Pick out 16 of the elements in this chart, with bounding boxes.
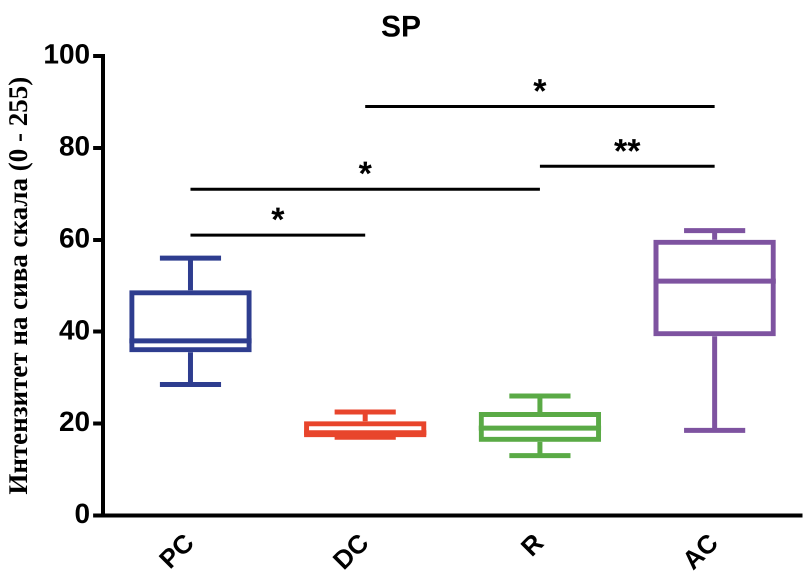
x-tick-label: DC bbox=[326, 527, 375, 576]
x-tick-label: R bbox=[514, 527, 550, 562]
annotation: * bbox=[358, 155, 373, 194]
chart-title: SP bbox=[380, 10, 422, 44]
y-tick-label: 100 bbox=[43, 38, 90, 70]
annotation: * bbox=[533, 72, 548, 111]
x-tick-label: PC bbox=[153, 527, 200, 574]
y-tick-label: 40 bbox=[58, 314, 90, 346]
y-tick-label: 0 bbox=[74, 498, 90, 530]
y-axis-title: Интензитет на сива скала (0 - 255) bbox=[3, 76, 34, 495]
y-tick-label: 80 bbox=[58, 130, 90, 162]
annotation: * bbox=[271, 201, 286, 240]
annotation: ** bbox=[614, 132, 642, 170]
x-tick-label: AC bbox=[676, 527, 724, 576]
y-tick-label: 20 bbox=[58, 406, 90, 438]
y-tick-label: 60 bbox=[58, 222, 90, 254]
